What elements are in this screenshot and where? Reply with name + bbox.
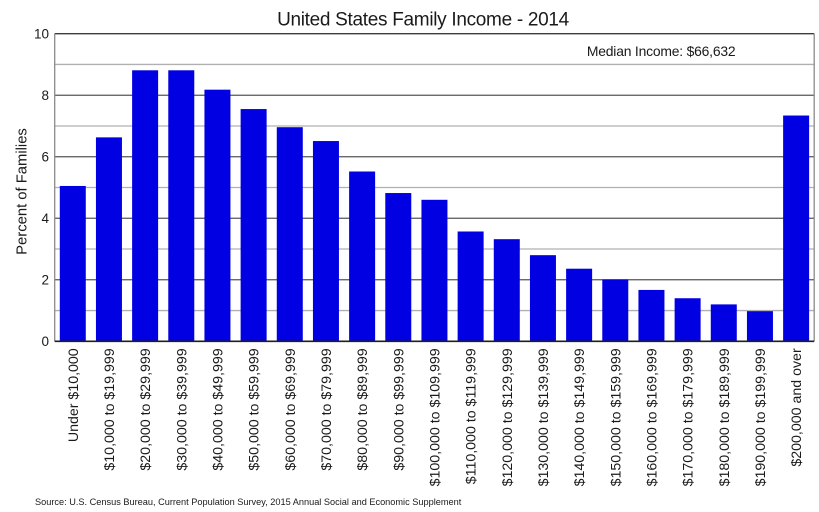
svg-text:$110,000 to $119,999: $110,000 to $119,999 [464, 348, 480, 484]
svg-text:$200,000 and over: $200,000 and over [789, 348, 805, 467]
svg-text:Percent of Families: Percent of Families [15, 128, 31, 255]
svg-text:$50,000 to $59,999: $50,000 to $59,999 [247, 348, 263, 470]
svg-text:$30,000 to $39,999: $30,000 to $39,999 [174, 348, 190, 470]
svg-text:$180,000 to $189,999: $180,000 to $189,999 [717, 348, 733, 486]
svg-text:8: 8 [41, 88, 49, 103]
svg-text:$70,000 to $79,999: $70,000 to $79,999 [319, 348, 335, 470]
svg-text:Source: U.S. Census Bureau, Cu: Source: U.S. Census Bureau, Current Popu… [35, 497, 462, 507]
svg-text:$60,000 to $69,999: $60,000 to $69,999 [283, 348, 299, 470]
svg-text:6: 6 [41, 150, 49, 165]
svg-text:$80,000 to $89,999: $80,000 to $89,999 [355, 348, 371, 470]
svg-text:$160,000 to $169,999: $160,000 to $169,999 [644, 348, 660, 486]
svg-text:2: 2 [41, 273, 49, 288]
svg-text:$40,000 to $49,999: $40,000 to $49,999 [210, 348, 226, 470]
svg-text:$190,000 to $199,999: $190,000 to $199,999 [753, 348, 769, 486]
svg-text:United States Family Income -: United States Family Income - 2014 [277, 9, 570, 30]
svg-text:$90,000 to $99,999: $90,000 to $99,999 [391, 348, 407, 470]
svg-text:$10,000 to $19,999: $10,000 to $19,999 [102, 348, 118, 470]
svg-text:$120,000 to $129,999: $120,000 to $129,999 [500, 348, 516, 486]
svg-text:$170,000 to $179,999: $170,000 to $179,999 [681, 348, 697, 486]
svg-text:Median Income: $66,632: Median Income: $66,632 [587, 43, 736, 59]
svg-text:10: 10 [34, 27, 49, 42]
svg-text:$20,000 to $29,999: $20,000 to $29,999 [138, 348, 154, 470]
svg-text:0: 0 [41, 334, 49, 349]
svg-text:$140,000 to $149,999: $140,000 to $149,999 [572, 348, 588, 486]
svg-text:$150,000 to $159,999: $150,000 to $159,999 [608, 348, 624, 486]
svg-text:4: 4 [41, 211, 49, 226]
svg-text:$100,000 to $109,999: $100,000 to $109,999 [427, 348, 443, 486]
svg-text:Under $10,000: Under $10,000 [66, 348, 82, 442]
svg-text:$130,000 to $139,999: $130,000 to $139,999 [536, 348, 552, 486]
